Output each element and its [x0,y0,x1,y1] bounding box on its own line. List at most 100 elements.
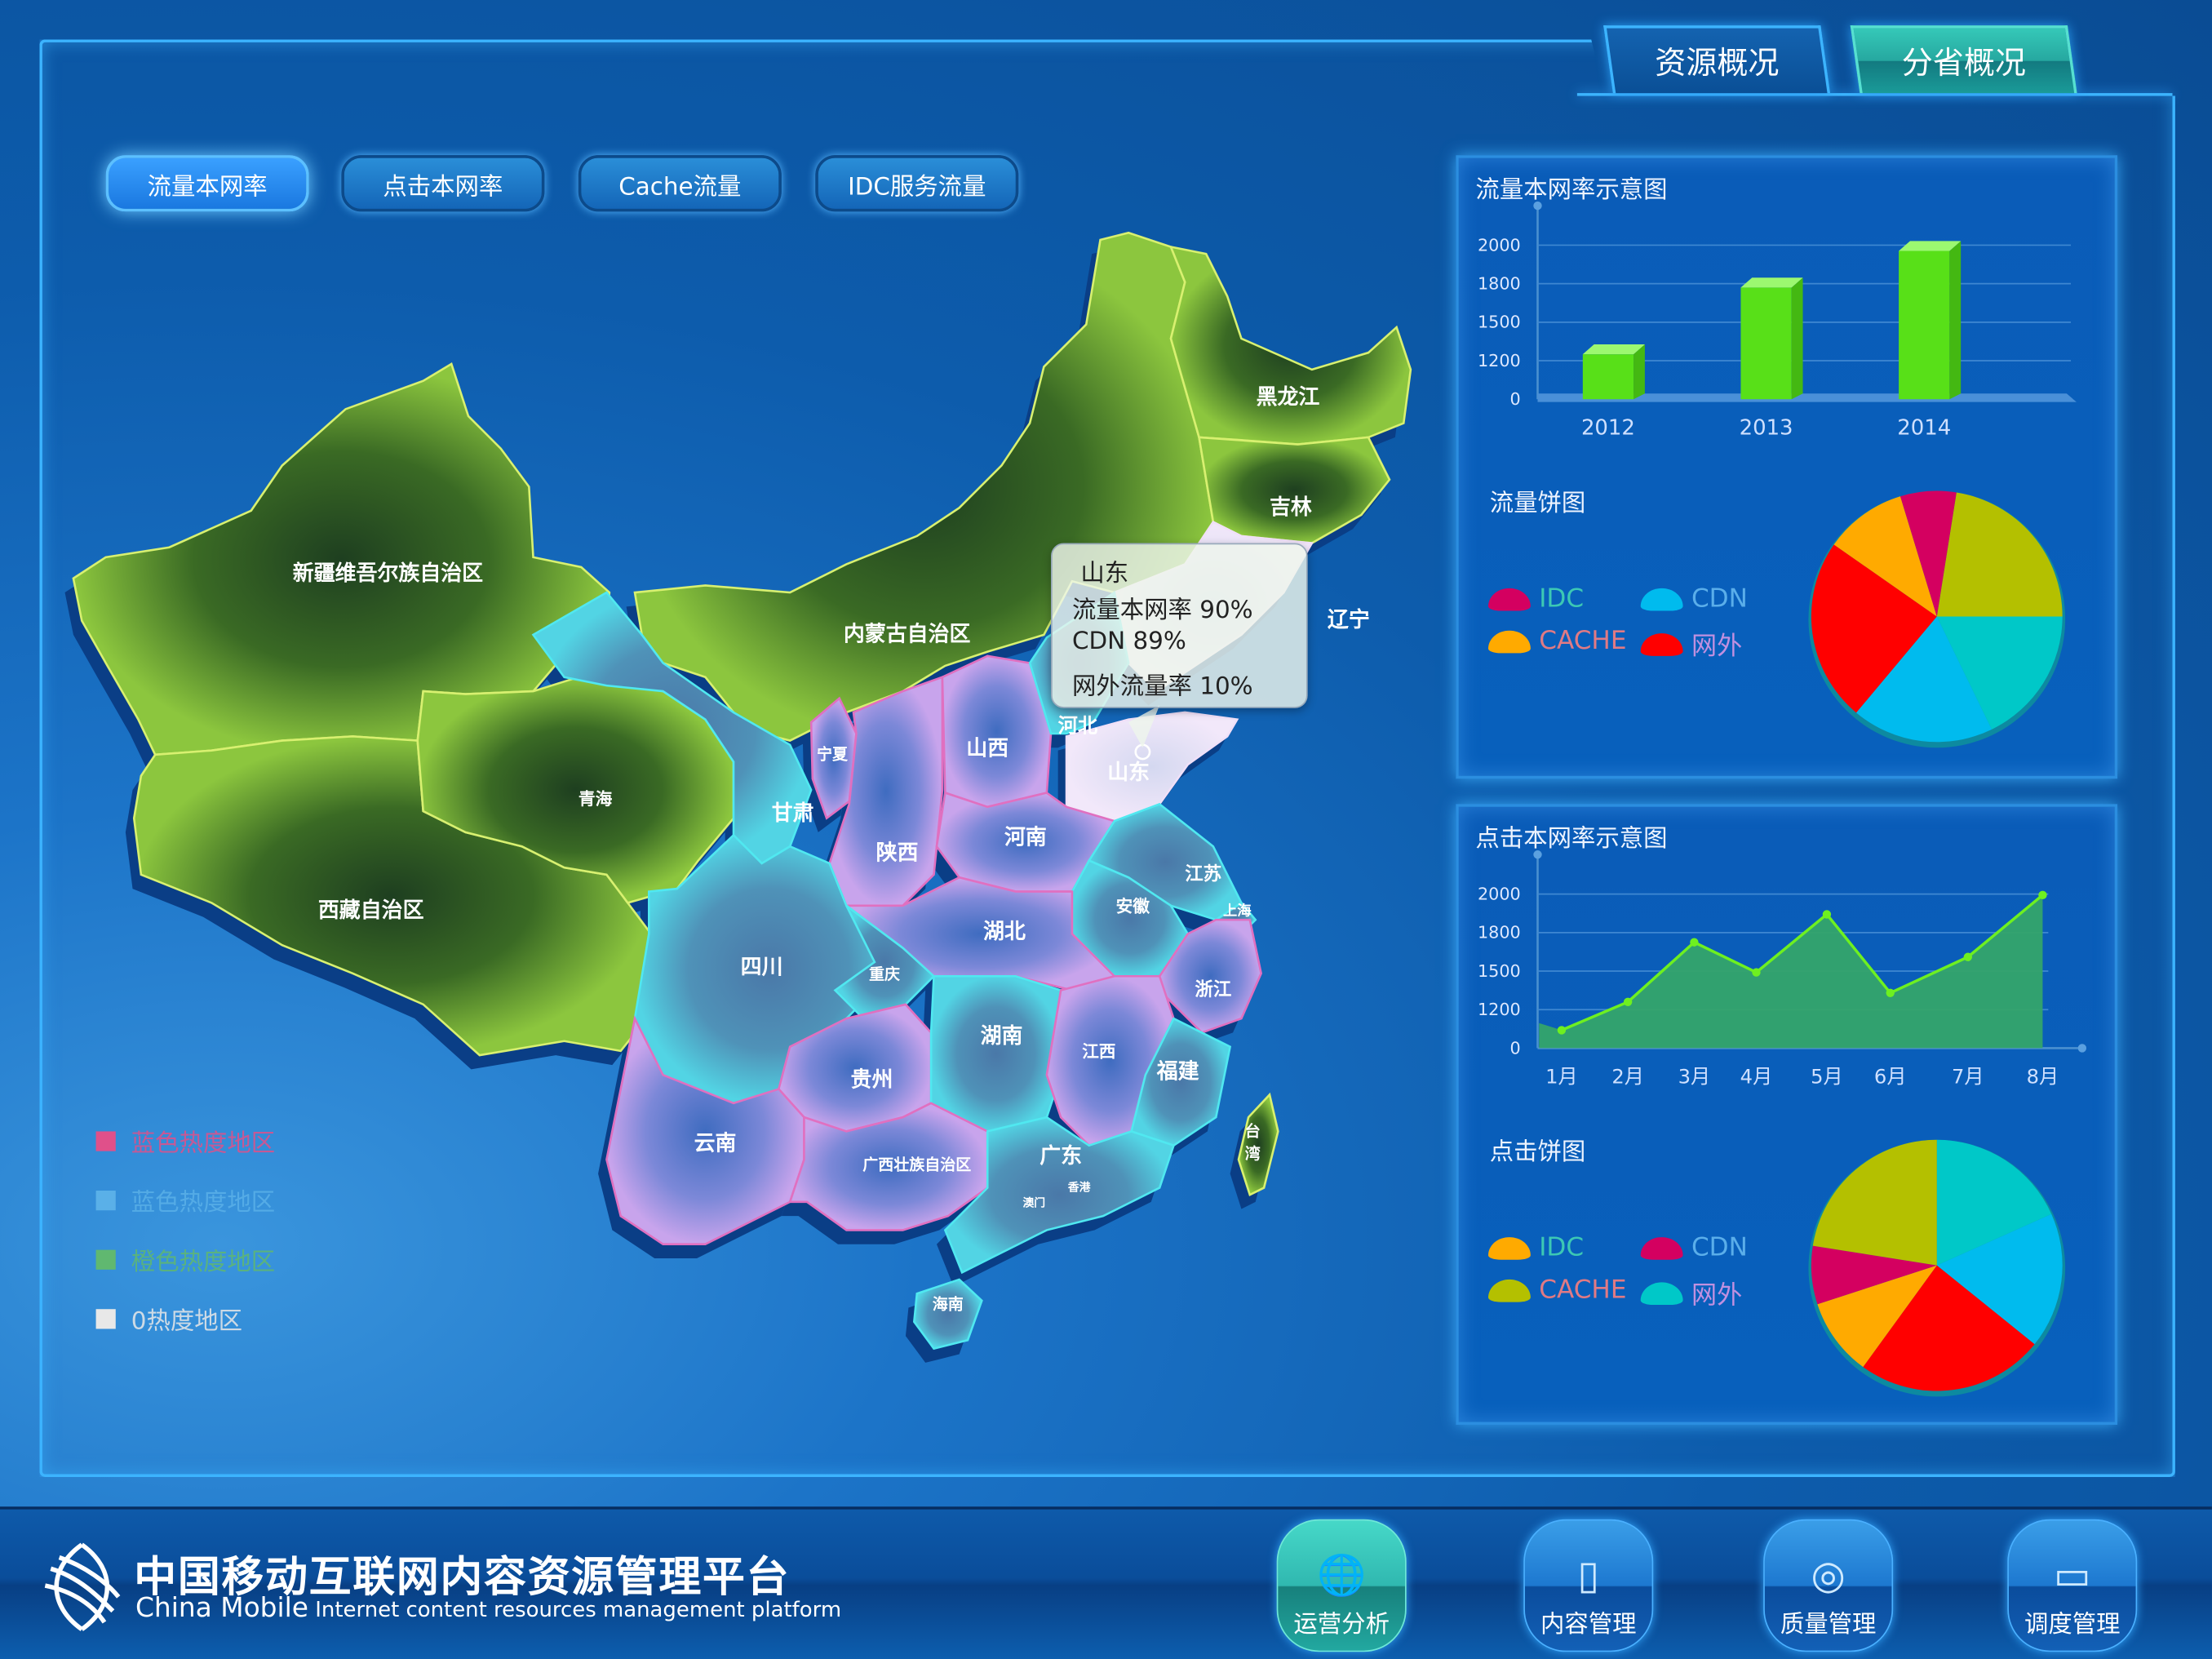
platform-subtitle: China Mobile Internet content resources … [135,1593,841,1624]
pie-legend-item: IDC [1487,1233,1584,1262]
bar[interactable] [1899,241,1962,400]
pie-legend-item: CDN [1640,584,1748,614]
province-region[interactable] [1168,245,1412,446]
platform-title: 中国移动互联网内容资源管理平台 [134,1553,791,1603]
legend-label: IDC [1539,583,1585,614]
province-label: 辽宁 [1328,607,1370,632]
pie-slice[interactable] [1936,1213,2063,1345]
y-tick-label: 2000 [1478,885,1521,904]
map-legend-item: 蓝色热度地区 [95,1182,275,1218]
pie-legend-item: 网外 [1640,1275,1743,1312]
province-region[interactable] [1237,1092,1279,1197]
province-region[interactable] [605,1015,805,1246]
pie-legend-item: 网外 [1640,627,1743,663]
bar-front[interactable] [1582,354,1634,400]
data-point[interactable] [1886,988,1895,997]
legend-fan-icon [1640,633,1683,656]
filter-idc-traffic[interactable]: IDC服务流量 [815,155,1019,212]
data-point[interactable] [1752,968,1761,977]
province-region[interactable] [788,1102,989,1231]
nav-dispatch-management[interactable]: ▭ 调度管理 [2007,1519,2138,1652]
nav-operations-analysis[interactable]: 🌐 运营分析 [1276,1519,1407,1652]
province-label: 香港 [1067,1181,1092,1195]
pie-slice[interactable] [1936,616,2063,730]
province-label: 广东 [1040,1143,1082,1169]
legend-fan-icon [1640,588,1683,610]
x-tick-label: 2014 [1897,415,1951,440]
area-fill [1539,894,2043,1049]
legend-label: 网外 [1691,1280,1743,1311]
pie-slice[interactable] [1936,1139,2052,1266]
pie-slice[interactable] [1812,1139,1937,1266]
bar[interactable] [1740,277,1803,400]
y-tick-label: 1200 [1478,1000,1521,1019]
legend-fan-icon [1487,1236,1531,1259]
province-label: 广西壮族自治区 [862,1155,971,1173]
province-label: 福建 [1156,1059,1199,1084]
x-tick-label: 5月 [1811,1066,1843,1089]
map-legend-item: 蓝色热度地区 [95,1123,276,1159]
province-region[interactable] [912,1278,983,1351]
province-label: 吉林 [1270,495,1312,520]
filter-click-local-rate[interactable]: 点击本网率 [341,155,545,212]
province-label: 青海 [578,789,613,809]
legend-fan-icon [1487,588,1531,610]
legend-label: 蓝色热度地区 [131,1129,276,1159]
x-tick-label: 2013 [1740,415,1793,440]
pie-legend-item: IDC [1487,583,1585,614]
bar-front[interactable] [1740,287,1792,400]
bar[interactable] [1582,344,1645,400]
tooltip-line: 流量本网率 90% [1071,597,1253,625]
province-label: 云南 [694,1131,737,1156]
filter-traffic-local-rate[interactable]: 流量本网率 [105,155,309,212]
province-label: 甘肃 [772,801,814,826]
china-mobile-logo [44,1542,121,1631]
tooltip-line: 网外流量率 10% [1071,672,1253,702]
pie-slice[interactable] [1899,490,1957,617]
legend-label: 网外 [1691,632,1743,662]
y-tick-label: 1500 [1478,961,1521,981]
document-icon: ▯ [1577,1551,1600,1599]
legend-label: CACHE [1539,626,1627,656]
pie-slice[interactable] [1833,496,1937,617]
nav-content-management[interactable]: ▯ 内容管理 [1523,1519,1654,1652]
map-legend-item: 橙色热度地区 [95,1241,275,1276]
data-point[interactable] [1557,1026,1567,1035]
globe-icon: 🌐 [1317,1551,1367,1599]
bar-front[interactable] [1899,251,1950,400]
nav-quality-management[interactable]: ◎ 质量管理 [1763,1519,1894,1652]
data-point[interactable] [1690,938,1699,947]
pie-slice[interactable] [1863,1265,2035,1391]
province-label: 澳门 [1022,1196,1045,1210]
legend-label: 0热度地区 [131,1307,243,1337]
legend-fan-icon [1487,629,1531,653]
province-label: 湖北 [983,920,1026,944]
province-label: 山西 [966,736,1008,761]
x-tick-label: 6月 [1874,1066,1907,1089]
map-legend-item: 0热度地区 [95,1301,243,1337]
tooltip-line: CDN 89% [1071,628,1186,656]
legend-swatch [95,1308,116,1329]
pie-slice[interactable] [1936,492,2063,617]
pie-slice[interactable] [1855,616,1993,743]
x-tick-label: 1月 [1545,1066,1578,1089]
click-panel: 点击本网率示意图 点击饼图 [1456,804,2118,1425]
legend-swatch [95,1249,116,1269]
province-region[interactable] [943,1116,1176,1275]
legend-swatch [95,1190,116,1210]
pie-slice[interactable] [1811,1245,1937,1305]
axis-arrow-icon [1533,850,1542,859]
data-point[interactable] [1822,910,1832,919]
x-tick-label: 7月 [1952,1066,1984,1089]
filter-cache-traffic[interactable]: Cache流量 [578,155,782,212]
pie-slice[interactable] [1817,1265,1937,1368]
data-point[interactable] [2038,890,2047,900]
province-label: 内蒙古自治区 [844,621,971,646]
pie-slice[interactable] [1811,544,1937,713]
province-region[interactable] [1130,1017,1232,1147]
bar-side [1634,344,1645,400]
data-point[interactable] [1623,997,1633,1006]
bar-side [1949,241,1962,400]
data-point[interactable] [1963,952,1973,961]
y-tick-label: 1800 [1478,923,1521,943]
